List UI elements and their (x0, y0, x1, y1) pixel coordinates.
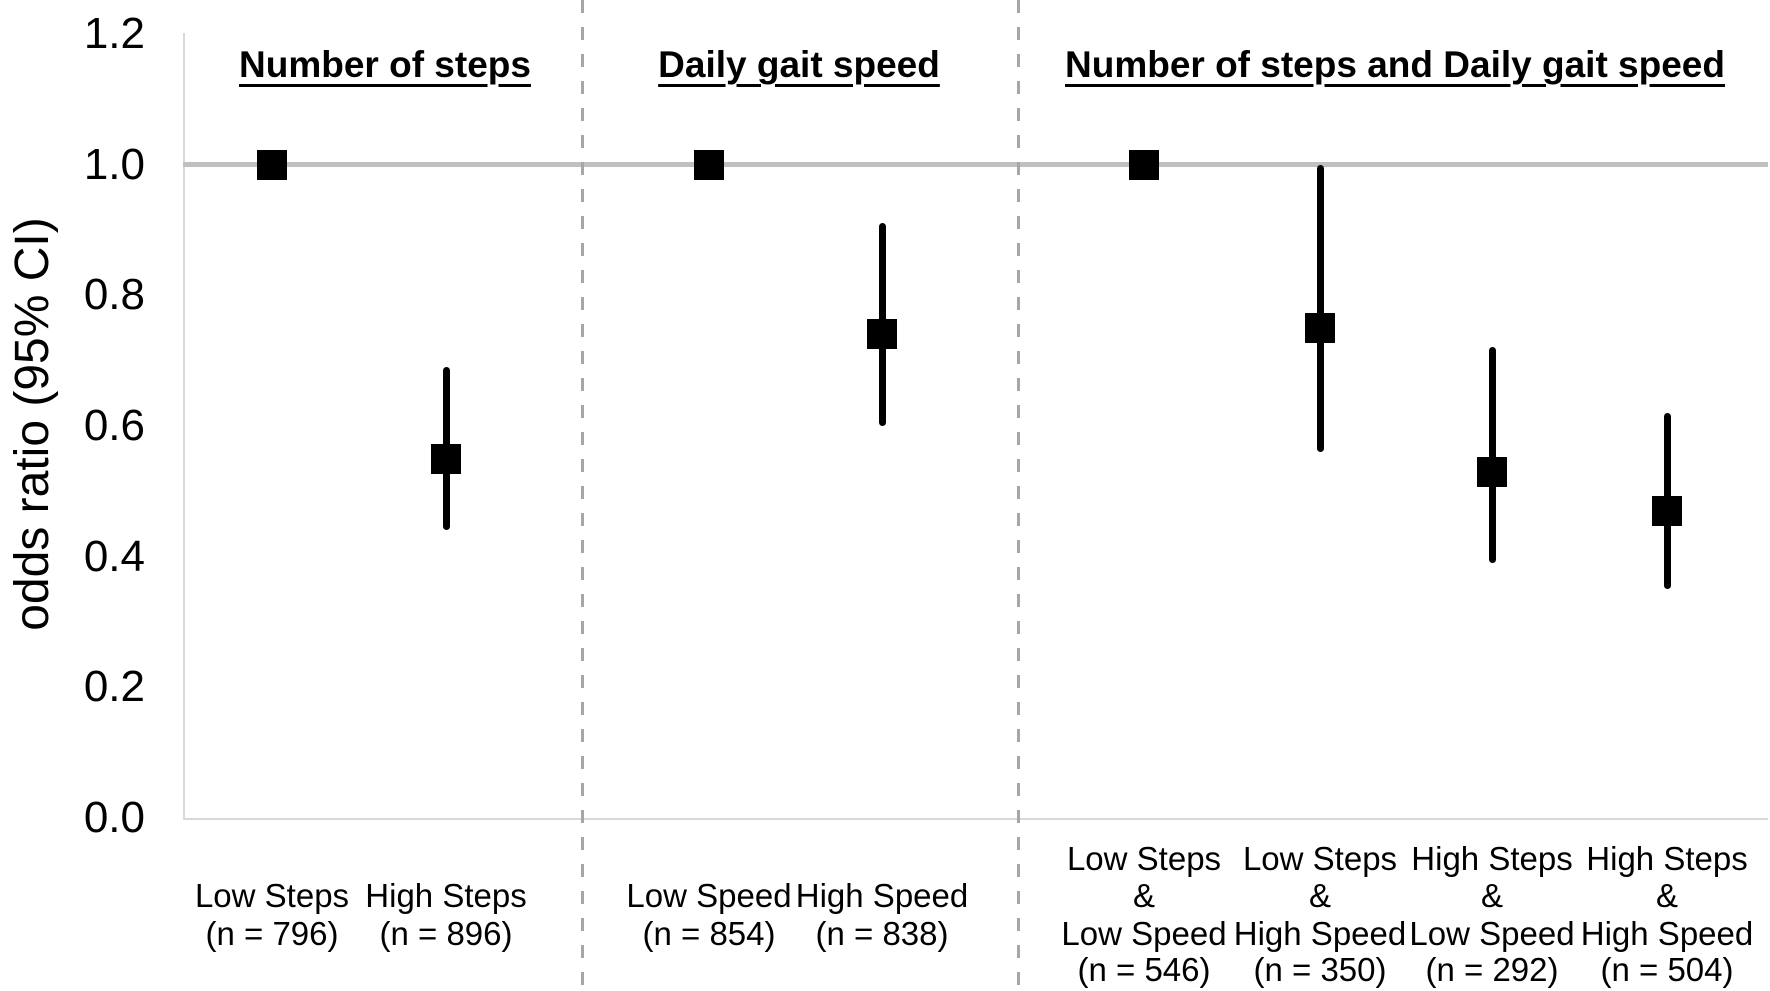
category-label-line: Low Steps (1066, 839, 1222, 877)
odds-ratio-marker (867, 319, 897, 350)
category-label-line: High Speed (795, 877, 969, 914)
category-label-line: High Steps (1411, 839, 1573, 877)
category-n-label: (n = 546) (1077, 951, 1211, 988)
odds-ratio-marker (257, 149, 287, 180)
odds-ratio-marker (431, 443, 461, 474)
odds-ratio-marker (1129, 149, 1159, 180)
category-label-line: High Steps (1586, 839, 1748, 877)
category-n-label: (n = 854) (642, 914, 776, 952)
category-label-line: Low Steps (194, 877, 350, 914)
odds-ratio-marker (1477, 456, 1507, 487)
category-n-label: (n = 896) (379, 914, 513, 952)
category-n-label: (n = 350) (1253, 951, 1387, 988)
category-label-line: & (1308, 877, 1331, 914)
category-label-line: High Speed (1233, 914, 1407, 952)
y-tick-label: 0.4 (83, 531, 145, 581)
category-label-line: Low Steps (1242, 839, 1398, 877)
ci-whisker (1488, 347, 1496, 564)
odds-ratio-marker (694, 149, 724, 180)
section-title: Number of steps (239, 44, 531, 85)
category-label-line: & (1132, 877, 1155, 914)
category-label-line: & (1655, 877, 1678, 914)
y-tick-label: 1.2 (83, 8, 145, 58)
section-divider (1017, 0, 1020, 991)
y-tick-label: 0.8 (83, 270, 145, 320)
category-label-line: High Steps (365, 877, 527, 914)
category-label-line: & (1480, 877, 1503, 914)
y-tick-label: 0.0 (83, 793, 145, 842)
category-n-label: (n = 292) (1425, 951, 1559, 988)
category-label-line: Low Speed (626, 877, 792, 914)
y-axis-line (183, 33, 185, 820)
category-n-label: (n = 504) (1600, 951, 1734, 988)
section-divider (581, 0, 584, 991)
category-n-label: (n = 838) (815, 914, 949, 952)
y-tick-label: 0.6 (83, 400, 145, 450)
category-label-line: Low Speed (1061, 914, 1227, 952)
y-tick-label: 0.2 (83, 662, 145, 712)
section-title: Daily gait speed (658, 44, 940, 85)
category-label-line: High Speed (1580, 914, 1754, 952)
category-n-label: (n = 796) (205, 914, 339, 952)
section-title: Number of steps and Daily gait speed (1065, 44, 1725, 85)
x-axis-line (183, 818, 1768, 820)
reference-line-or-1 (183, 162, 1768, 167)
odds-ratio-marker (1652, 495, 1682, 526)
odds-ratio-marker (1305, 312, 1335, 343)
y-tick-label: 1.0 (83, 139, 145, 189)
category-label-line: Low Speed (1409, 914, 1575, 952)
ci-whisker (1316, 164, 1324, 453)
